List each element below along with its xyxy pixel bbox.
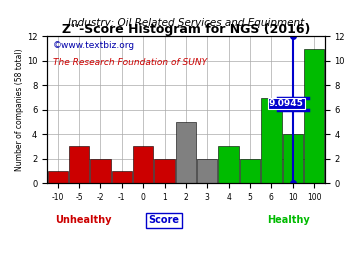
- Title: Z''-Score Histogram for NGS (2016): Z''-Score Histogram for NGS (2016): [62, 23, 310, 36]
- Bar: [261, 97, 282, 183]
- Bar: [90, 158, 111, 183]
- Text: The Research Foundation of SUNY: The Research Foundation of SUNY: [53, 58, 207, 68]
- Text: Industry: Oil Related Services and Equipment: Industry: Oil Related Services and Equip…: [68, 18, 304, 28]
- Y-axis label: Number of companies (58 total): Number of companies (58 total): [15, 48, 24, 171]
- Bar: [197, 158, 217, 183]
- Bar: [176, 122, 196, 183]
- Bar: [304, 49, 324, 183]
- Text: 9.0945: 9.0945: [269, 99, 304, 108]
- Text: ©www.textbiz.org: ©www.textbiz.org: [53, 41, 135, 50]
- Text: Healthy: Healthy: [267, 215, 310, 225]
- Bar: [69, 146, 89, 183]
- Bar: [48, 171, 68, 183]
- Bar: [154, 158, 175, 183]
- Bar: [219, 146, 239, 183]
- Bar: [283, 134, 303, 183]
- Text: Unhealthy: Unhealthy: [55, 215, 111, 225]
- Bar: [112, 171, 132, 183]
- Text: Score: Score: [148, 215, 179, 225]
- Bar: [133, 146, 153, 183]
- Bar: [240, 158, 260, 183]
